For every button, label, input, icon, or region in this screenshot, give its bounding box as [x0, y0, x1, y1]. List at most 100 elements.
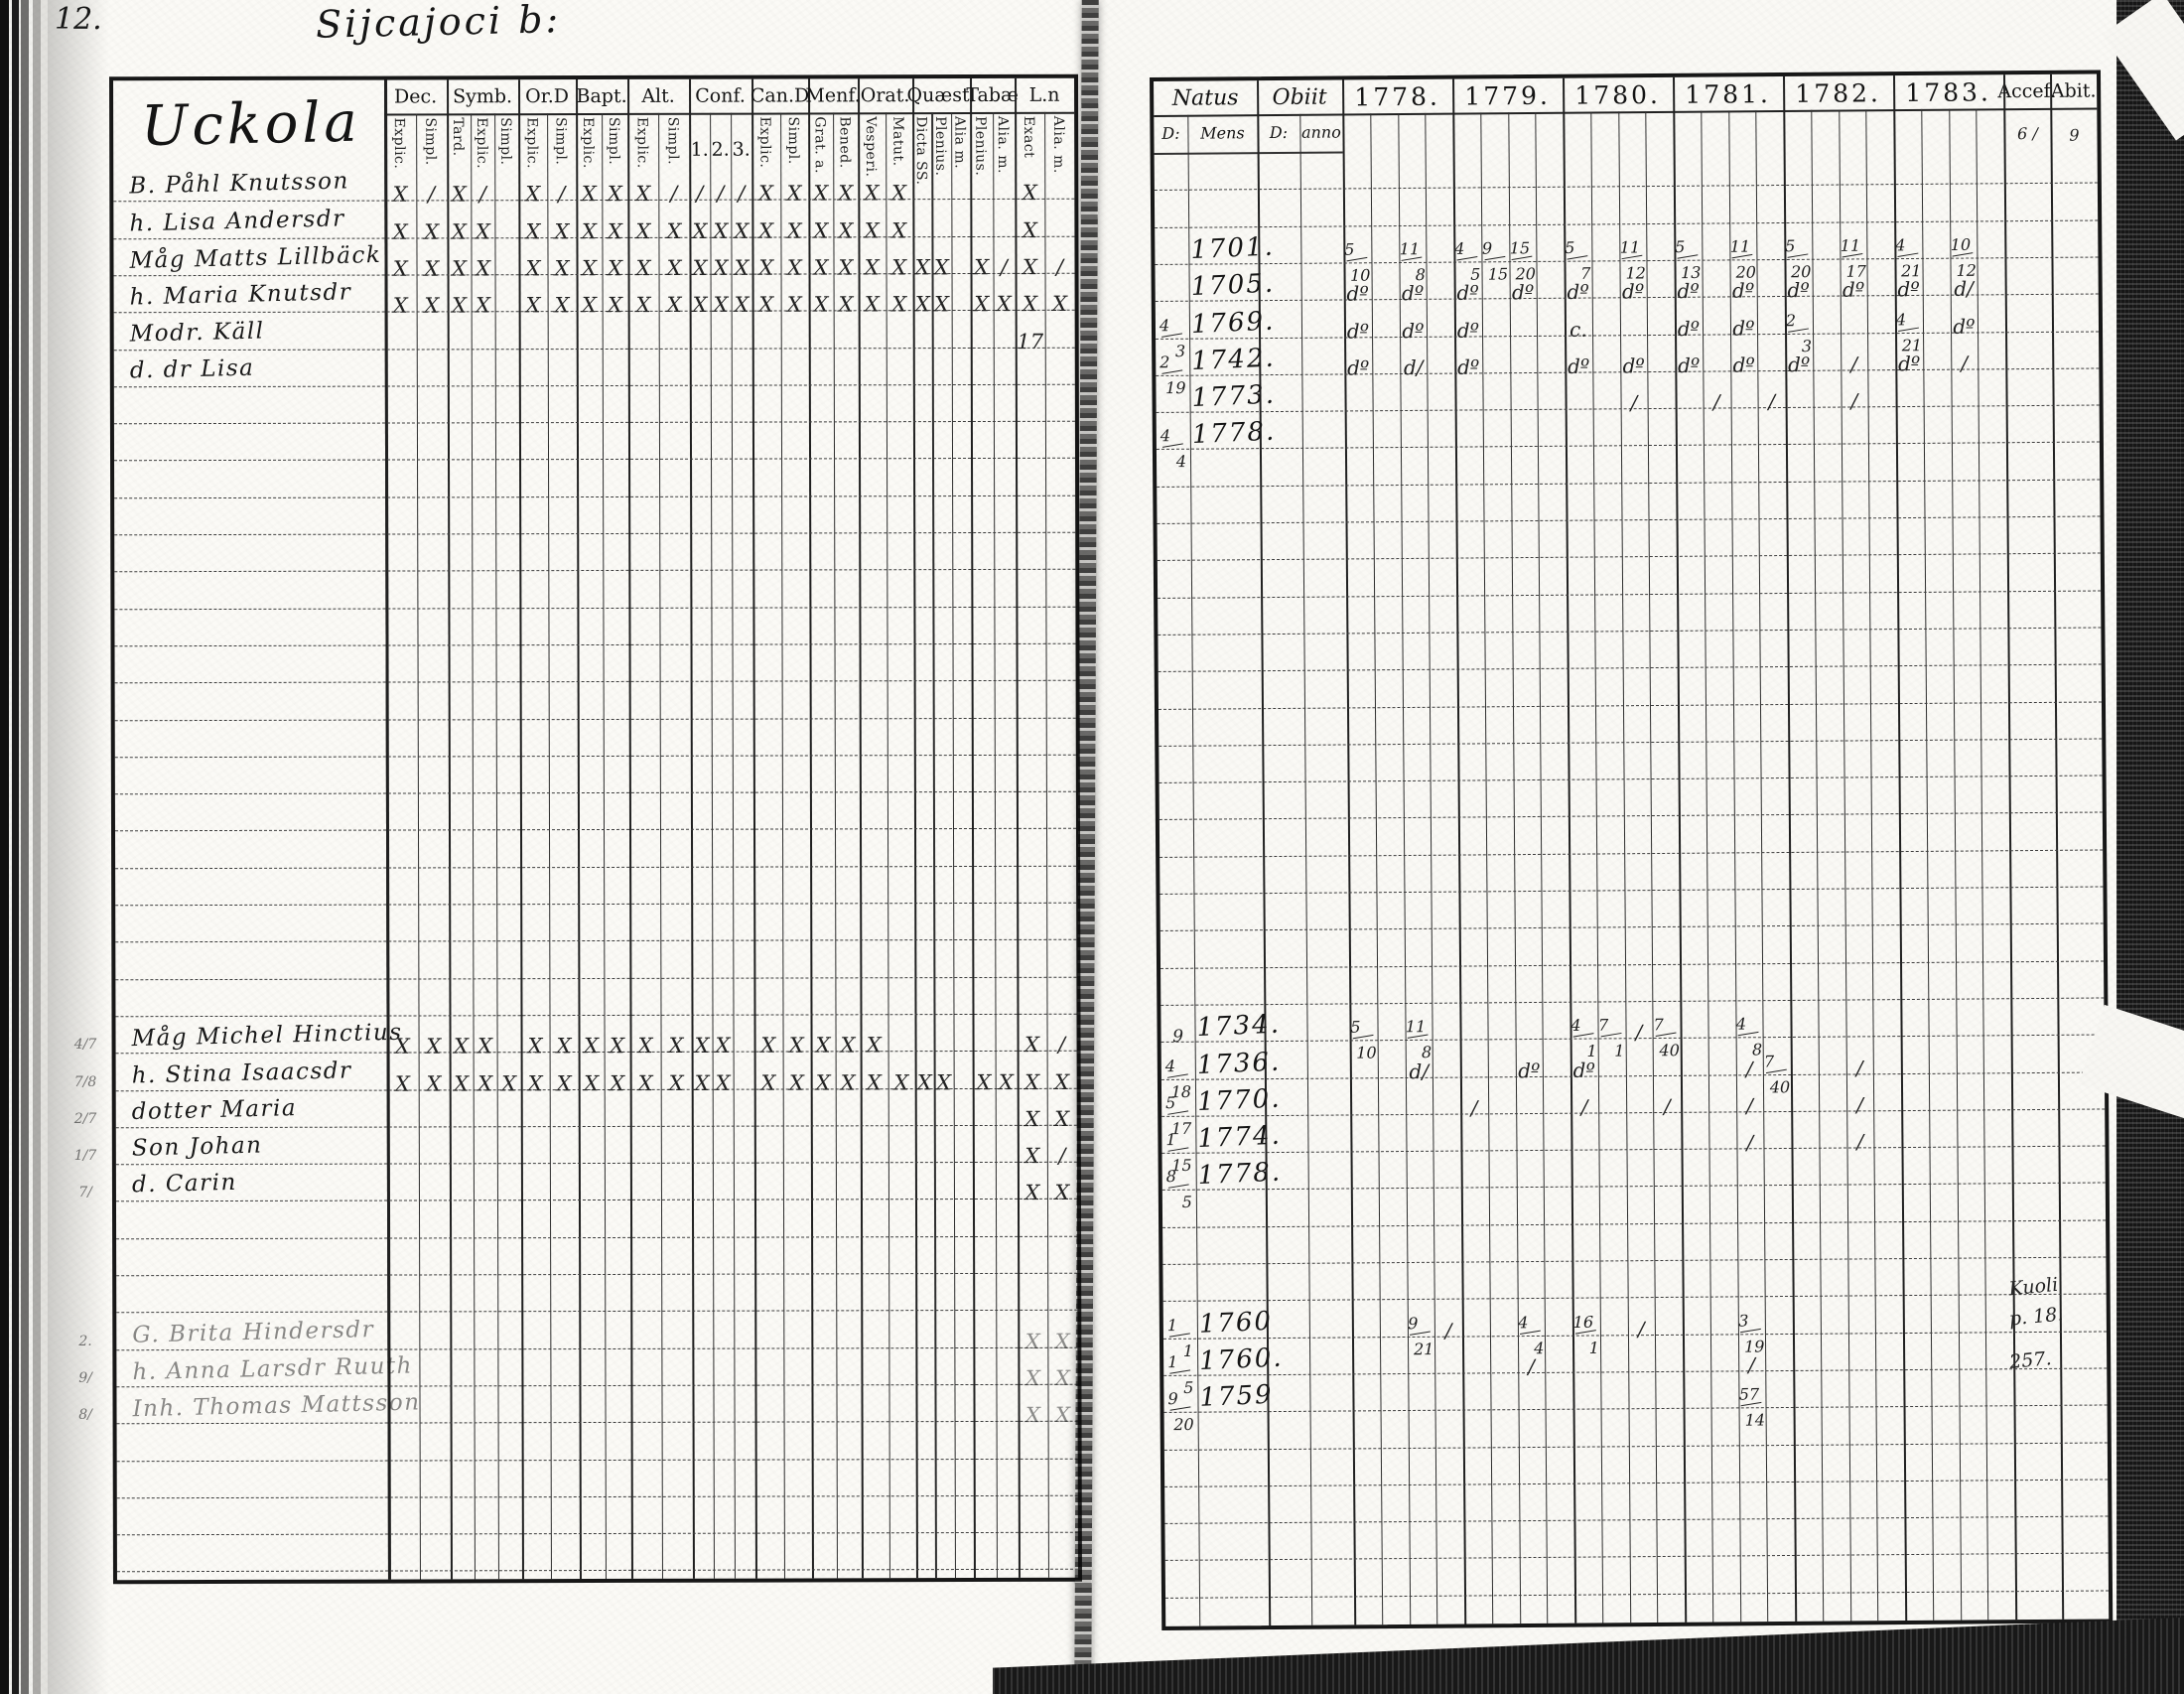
cell-mark: X	[715, 1070, 731, 1095]
cell-mark: X	[866, 1033, 882, 1058]
fraction-numerator: 7	[1598, 1015, 1609, 1035]
row-line	[114, 458, 1076, 462]
cell-mark: X	[813, 292, 829, 317]
row-line	[1163, 1441, 2108, 1451]
cell-mark: X	[607, 218, 622, 243]
fraction-numerator: 4	[1570, 1016, 1581, 1036]
cell-mark: X	[692, 255, 708, 280]
natus-date-fraction: 9	[1172, 1027, 1184, 1048]
abit-note: p. 18.	[2007, 1303, 2065, 1331]
communion-date-mark: 5 10	[1350, 1018, 1376, 1062]
communion-date-mark: 11 20	[1730, 236, 1756, 281]
communion-mark: /	[1748, 1352, 1756, 1377]
heading-script: Sijcajoci b:	[315, 0, 562, 47]
margin-mark: 7/	[78, 1185, 92, 1201]
row-line	[1155, 219, 2099, 228]
year-subcolumn-line	[1590, 111, 1604, 1623]
name-entry: h. Stina Isaacsdr	[131, 1057, 352, 1089]
header-cell: L.n	[1028, 83, 1060, 106]
header-cell: Orat.	[860, 84, 910, 107]
subheader-label: anno	[1300, 121, 1341, 142]
cell-mark: /	[670, 182, 678, 207]
row-line	[1160, 997, 2105, 1006]
fraction-numerator: 4	[1895, 309, 1907, 329]
communion-mark: dº	[1677, 316, 1701, 341]
fraction-numerator: 11	[1405, 1017, 1427, 1037]
natus-year: 1736.	[1196, 1047, 1282, 1080]
row-line	[1156, 441, 2100, 451]
fraction-numerator: 9	[1481, 238, 1493, 258]
fraction-numerator: 4	[1518, 1312, 1529, 1332]
fraction-numerator: 2	[1160, 352, 1170, 372]
natus-year: 1734.	[1195, 1009, 1282, 1044]
header-cell: Tabæ	[966, 83, 1019, 107]
cell-mark: X	[475, 219, 490, 244]
communion-mark: dº	[1346, 281, 1369, 306]
row-line	[114, 606, 1076, 610]
row-line	[116, 1569, 1078, 1573]
cell-mark: X	[974, 255, 990, 280]
cell-mark: X	[525, 256, 541, 281]
row-line	[115, 1124, 1077, 1129]
row-line	[1164, 1552, 2109, 1562]
cell-mark: /	[1057, 1033, 1066, 1058]
cell-mark: X	[581, 218, 597, 243]
natus-date-fraction: 2 19	[1160, 352, 1185, 397]
communion-date-mark: 11 17	[1841, 236, 1866, 281]
cell-mark: X	[840, 1033, 856, 1058]
cell-mark: X	[424, 256, 440, 281]
cell-mark: X	[424, 293, 440, 318]
communion-mark: /	[1850, 388, 1858, 413]
cell-mark: /	[696, 182, 704, 207]
fraction-denominator: 15	[1487, 264, 1509, 284]
year-header: 1782.	[1795, 77, 1882, 108]
name-entry: h. Anna Larsdr Ruuth	[132, 1352, 414, 1386]
cell-mark: X	[554, 218, 570, 243]
communion-mark: /	[1768, 389, 1776, 414]
cell-mark: X	[788, 1070, 804, 1095]
year-column-line	[1673, 76, 1688, 1623]
communion-mark: dº	[1732, 353, 1755, 377]
row-line	[116, 1346, 1078, 1350]
year-subcolumn-line	[1976, 108, 1989, 1621]
fraction-numerator: 5	[1350, 1017, 1361, 1037]
communion-mark: /	[1637, 1316, 1645, 1341]
cell-mark: X	[758, 182, 774, 207]
fraction-numerator: 2	[1785, 310, 1797, 330]
name-entry: h. Lisa Andersdr	[129, 205, 345, 237]
communion-mark: /	[1444, 1318, 1452, 1342]
fraction-denominator: 8	[1751, 1040, 1763, 1059]
communion-mark: /	[1745, 1056, 1753, 1081]
cell-mark: X	[1055, 1403, 1071, 1428]
cell-mark: X	[476, 293, 491, 318]
communion-mark: dº	[1622, 353, 1645, 378]
communion-mark: dº	[1456, 280, 1479, 306]
cell-mark: X	[478, 1034, 493, 1059]
communion-mark: /	[1961, 351, 1969, 375]
fraction-numerator: 4	[1164, 1056, 1176, 1075]
row-line	[114, 790, 1076, 795]
cell-mark: /	[1058, 1144, 1066, 1169]
header-cell: Alt.	[641, 84, 675, 107]
cell-mark: X	[426, 1034, 442, 1059]
subcolumn-line	[1044, 111, 1050, 1578]
fraction-numerator: 5	[1165, 1092, 1176, 1112]
cell-mark: X	[864, 292, 880, 317]
row-line	[115, 1161, 1077, 1166]
cell-mark: /	[717, 182, 725, 207]
left-page-paper	[48, 0, 1080, 1694]
natus-year: 1778.	[1191, 416, 1277, 451]
natus-year: 1769.	[1190, 306, 1276, 340]
cell-mark: X	[668, 1070, 684, 1095]
row-line	[1163, 1367, 2108, 1376]
natus-year: 1759	[1198, 1379, 1275, 1414]
communion-date-mark: 4 21	[1896, 310, 1922, 354]
communion-mark: dº	[1897, 351, 1921, 376]
fraction-numerator: 4	[1735, 1014, 1747, 1034]
header-cell: Or.D	[525, 85, 570, 108]
fraction-denominator: 20	[1173, 1415, 1194, 1435]
communion-date-mark: 5 10	[1344, 240, 1370, 285]
